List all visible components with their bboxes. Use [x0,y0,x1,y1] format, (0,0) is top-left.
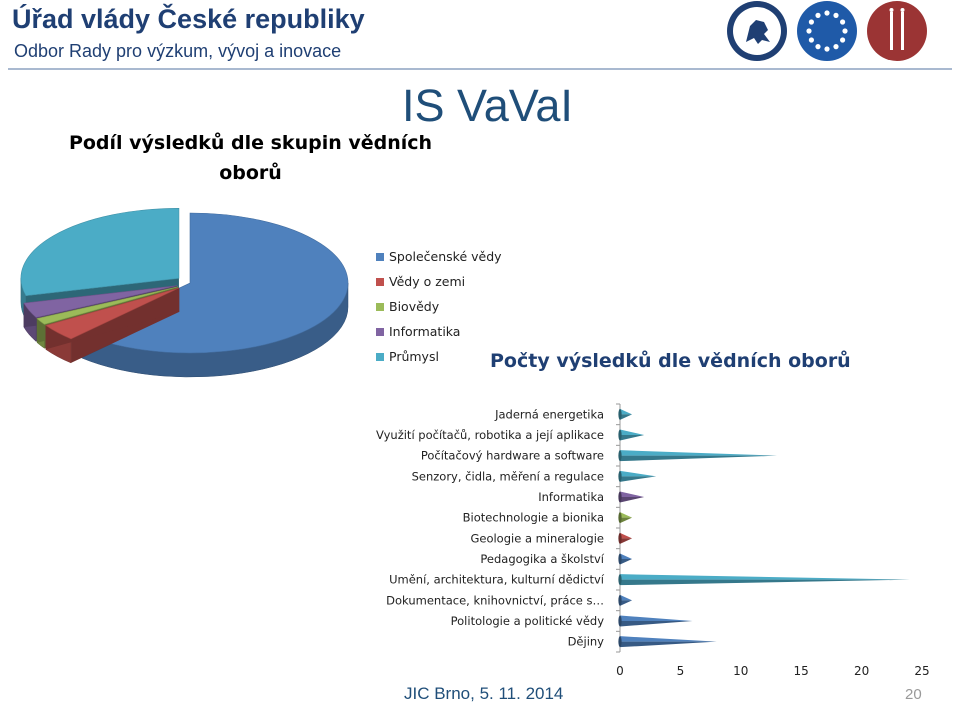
pie-title-line: oborů [219,162,282,184]
x-tick-label: 5 [677,664,685,678]
bar-cone [618,615,693,627]
header-title: Úřad vlády České republiky [12,4,365,34]
category-label: Jaderná energetika [494,407,604,421]
category-label: Dokumentace, knihovnictví, práce s… [386,593,604,607]
eu-stars-icon [797,1,857,61]
category-label: Pedagogika a školství [480,552,604,566]
legend-label: Informatika [389,324,461,339]
bar-chart-title: Počty výsledků dle vědních oborů [490,350,851,372]
council-ii-icon [867,1,927,61]
bar-cone [618,512,633,524]
x-tick-label: 20 [854,664,869,678]
legend-label: Vědy o zemi [389,274,466,289]
legend-label: Biovědy [389,299,440,314]
lion-emblem-icon [727,1,787,61]
category-label: Využití počítačů, robotika a její aplika… [376,428,604,442]
legend-swatch [376,252,384,261]
category-label: Geologie a mineralogie [470,531,604,545]
legend-swatch [376,352,384,361]
page-title: IS VaVaI [402,80,573,131]
x-tick-label: 0 [616,664,624,678]
category-label: Politologie a politické vědy [451,614,605,628]
x-tick-label: 10 [733,664,748,678]
pie-legend: Společenské vědy Vědy o zemi Biovědy Inf… [376,244,502,369]
page-number: 20 [905,686,922,703]
header-subtitle: Odbor Rady pro výzkum, vývoj a inovace [14,41,342,61]
x-tick-label: 15 [794,664,809,678]
legend-item: Biovědy [376,294,502,319]
bar-cone [618,429,645,441]
category-label: Biotechnologie a bionika [463,511,604,525]
category-label: Dějiny [568,635,605,649]
header-divider [8,68,952,70]
bar-cone [618,532,633,544]
pie-title-line: Podíl výsledků dle skupin vědních [68,132,433,154]
bar-cone [618,450,778,462]
legend-swatch [376,277,384,286]
legend-item: Průmysl [376,344,502,369]
legend-swatch [376,302,384,311]
legend-swatch [376,327,384,336]
legend-item: Informatika [376,319,502,344]
bar-cone [618,594,633,606]
category-label: Senzory, čidla, měření a regulace [412,469,604,483]
x-tick-label: 25 [914,664,929,678]
category-label: Počítačový hardware a software [421,449,604,463]
bar-cone [618,408,633,420]
bar-cone [618,470,657,482]
legend-label: Průmysl [389,349,439,364]
footer-text: JIC Brno, 5. 11. 2014 [404,684,564,703]
category-label: Informatika [538,490,604,504]
pie-slice [45,287,180,364]
bar-cone [618,636,717,648]
bar-cone [618,553,633,565]
legend-label: Společenské vědy [389,249,502,264]
legend-item: Vědy o zemi [376,269,502,294]
category-label: Umění, architektura, kulturní dědictví [389,573,605,587]
legend-item: Společenské vědy [376,244,502,269]
bar-cone [618,491,645,503]
bar-cone [618,574,910,586]
pie-chart-title: Podíl výsledků dle skupin vědních oborů [58,128,443,188]
